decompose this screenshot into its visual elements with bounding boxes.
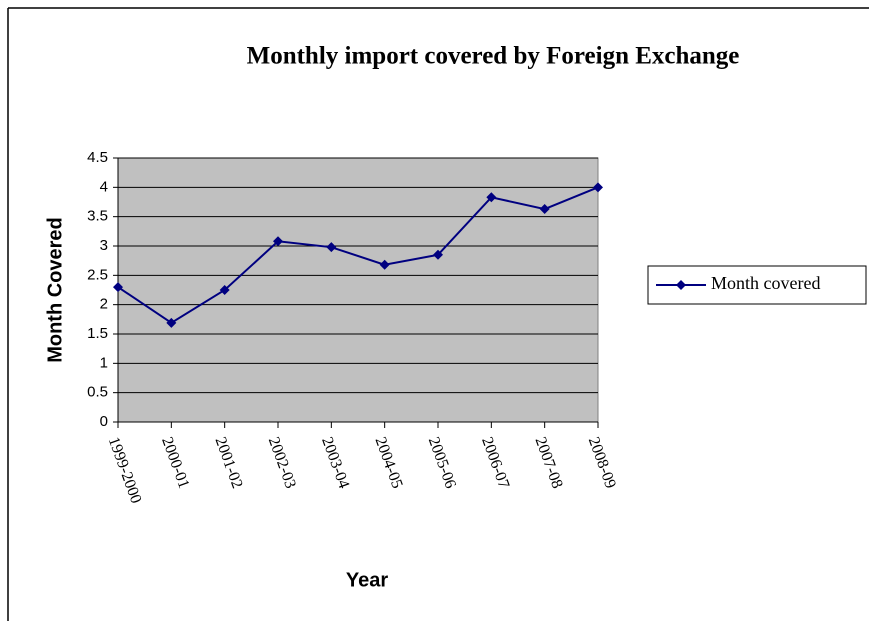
- x-tick-label: 2005-06: [425, 435, 459, 491]
- data-point: [433, 249, 443, 260]
- x-tick-label: 2001-02: [211, 435, 245, 491]
- y-tick-label: 3: [100, 237, 108, 254]
- x-tick-label: 2003-04: [318, 435, 352, 491]
- y-tick-label: 2.5: [87, 266, 108, 283]
- x-tick-label: 1999-2000: [105, 435, 145, 506]
- x-tick-label: 2006-07: [478, 435, 512, 491]
- chart-title: Monthly import covered by Foreign Exchan…: [247, 43, 740, 70]
- series-line: [117, 186, 599, 325]
- x-tick-label: 2000-01: [158, 435, 192, 491]
- data-point: [273, 236, 283, 247]
- y-tick-label: 0.5: [87, 384, 108, 401]
- data-point: [326, 242, 337, 253]
- x-tick-label: 2002-03: [265, 435, 299, 491]
- data-point: [539, 204, 550, 215]
- data-point: [219, 285, 230, 295]
- legend-label: Month covered: [711, 273, 820, 293]
- y-tick-label: 3.5: [87, 208, 108, 225]
- y-tick-label: 1.5: [87, 325, 108, 342]
- y-tick-label: 4: [100, 178, 108, 195]
- y-axis-label: Month Covered: [44, 217, 66, 363]
- y-tick-label: 4.5: [87, 149, 108, 166]
- x-axis-label: Year: [346, 569, 388, 591]
- x-tick-label: 2008-09: [585, 435, 619, 491]
- x-tick-label: 2007-08: [531, 435, 565, 491]
- data-point: [593, 182, 603, 193]
- y-tick-label: 0: [100, 413, 108, 430]
- legend-marker: [676, 280, 686, 290]
- data-point: [486, 192, 497, 203]
- data-point: [166, 317, 177, 328]
- x-tick-label: 2004-05: [371, 435, 405, 491]
- y-tick-label: 2: [100, 296, 108, 313]
- y-tick-label: 1: [100, 354, 108, 371]
- data-point: [113, 282, 123, 293]
- data-point: [379, 259, 390, 270]
- plot-area: [117, 157, 599, 423]
